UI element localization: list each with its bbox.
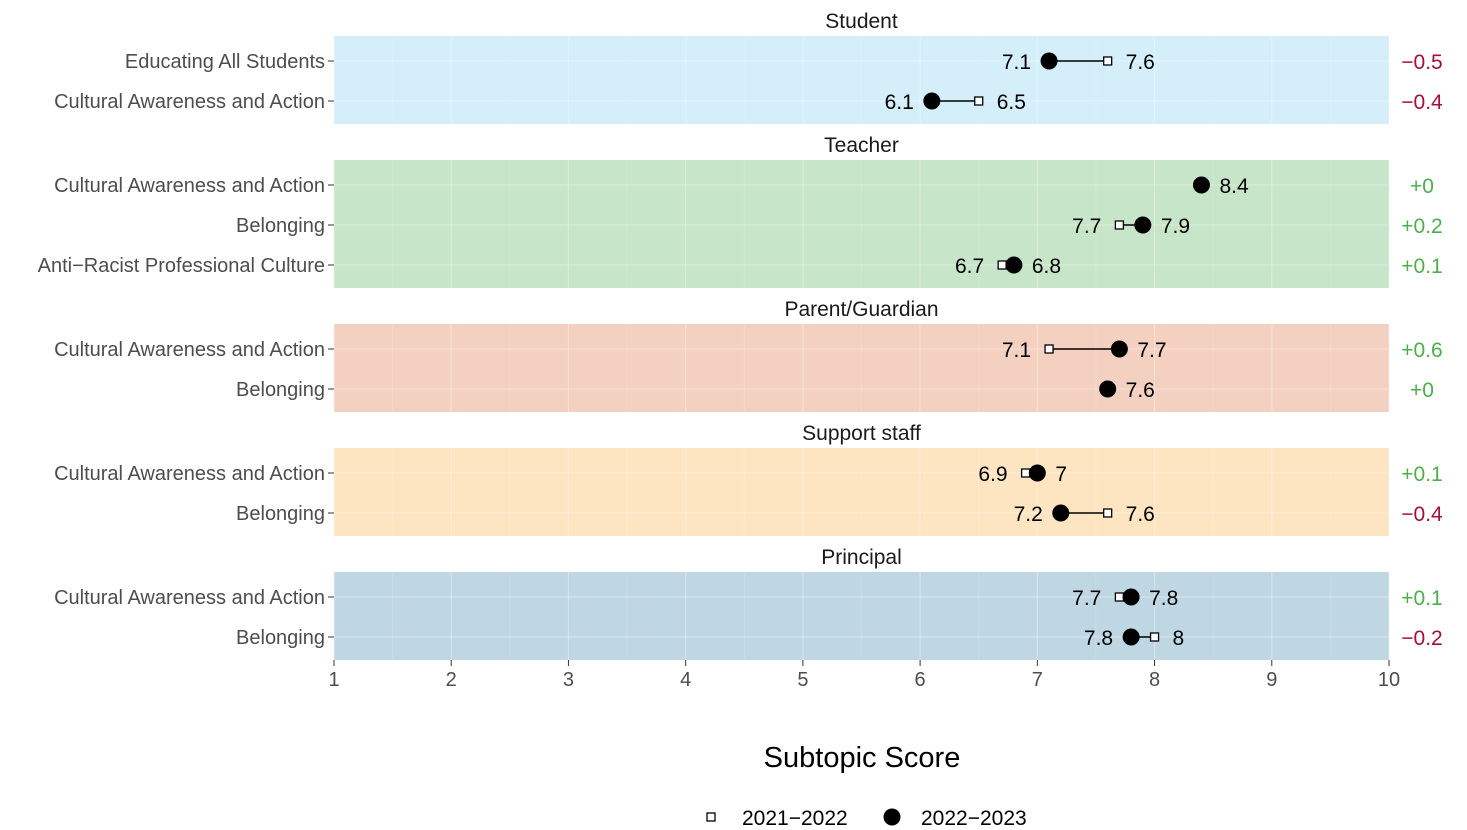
- panel-support-staff: Support staff Cultural Awareness and Acti…: [54, 422, 1443, 536]
- change-label: +0.2: [1401, 215, 1442, 238]
- marker-2022-2023: [1040, 52, 1058, 70]
- value-label-2022-2023: 7: [1055, 463, 1067, 486]
- legend-label-2021-2022: 2021−2022: [742, 807, 848, 830]
- marker-2021-2022: [1114, 592, 1125, 602]
- change-label: +0.1: [1401, 255, 1442, 278]
- panel-title: Principal: [821, 546, 902, 569]
- value-label-2022-2023: 7.8: [1084, 627, 1113, 650]
- row-label: Cultural Awareness and Action: [54, 339, 325, 361]
- x-tick-label: 8: [1149, 669, 1160, 691]
- marker-2022-2023: [923, 92, 941, 110]
- change-label: −0.5: [1401, 51, 1442, 74]
- value-label-2021-2022: 7.7: [1072, 587, 1101, 610]
- panel-student: Student Educating All Students 7.1 7.6 −0.5 C…: [54, 10, 1443, 124]
- x-tick-label: 3: [563, 669, 574, 691]
- value-label-2021-2022: 7.6: [1126, 51, 1155, 74]
- panels-layer: Student Educating All Students 7.1 7.6 −0.5 C…: [38, 10, 1443, 660]
- row-label: Cultural Awareness and Action: [54, 91, 325, 113]
- marker-2022-2023: [1099, 380, 1117, 398]
- panel-principal: Principal Cultural Awareness and Action 7.…: [54, 546, 1443, 660]
- panel-title: Teacher: [824, 134, 899, 157]
- marker-2021-2022: [1103, 56, 1113, 66]
- marker-2021-2022: [997, 260, 1007, 270]
- marker-2022-2023: [1122, 588, 1140, 606]
- panel-title: Student: [825, 10, 898, 33]
- marker-2022-2023: [1192, 176, 1210, 194]
- change-label: +0.1: [1401, 463, 1442, 486]
- panel-background: [334, 160, 1389, 288]
- value-label-2022-2023: 8.4: [1219, 175, 1249, 198]
- row-label: Cultural Awareness and Action: [54, 587, 325, 609]
- panel-background: [334, 324, 1389, 412]
- panel-background: [334, 36, 1389, 124]
- change-label: +0.1: [1401, 587, 1442, 610]
- value-label-2022-2023: 7.6: [1126, 379, 1155, 402]
- row-label: Belonging: [236, 379, 325, 401]
- marker-2022-2023: [1110, 340, 1128, 358]
- value-label-2022-2023: 7.9: [1161, 215, 1190, 238]
- x-tick-label: 10: [1378, 669, 1400, 691]
- value-label-2022-2023: 7.1: [1002, 51, 1031, 74]
- value-label-2022-2023: 6.8: [1032, 255, 1061, 278]
- value-label-2021-2022: 7.7: [1072, 215, 1101, 238]
- x-tick-label: 6: [915, 669, 926, 691]
- change-label: +0: [1410, 379, 1434, 402]
- x-tick-label: 1: [328, 669, 339, 691]
- x-axis-title: Subtopic Score: [764, 742, 961, 774]
- panel-background: [334, 448, 1389, 536]
- value-label-2022-2023: 7.7: [1137, 339, 1166, 362]
- panel-background: [334, 572, 1389, 660]
- value-label-2021-2022: 7.6: [1126, 503, 1155, 526]
- marker-2021-2022: [1114, 220, 1125, 230]
- row-label: Cultural Awareness and Action: [54, 175, 325, 197]
- row-label: Anti−Racist Professional Culture: [38, 255, 325, 277]
- change-label: −0.4: [1401, 91, 1443, 114]
- panel-title: Parent/Guardian: [784, 298, 938, 321]
- panel-parent-guardian: Parent/Guardian Cultural Awareness and Ac…: [54, 298, 1443, 412]
- marker-2021-2022: [1103, 508, 1113, 518]
- legend-circle-icon: [883, 808, 901, 826]
- marker-2022-2023: [1122, 628, 1140, 646]
- change-label: +0: [1410, 175, 1434, 198]
- row-label: Belonging: [236, 503, 325, 525]
- row-label: Belonging: [236, 627, 325, 649]
- marker-2022-2023: [1005, 256, 1023, 274]
- value-label-2022-2023: 7.8: [1149, 587, 1178, 610]
- x-tick-label: 2: [446, 669, 457, 691]
- marker-2021-2022: [1044, 344, 1054, 354]
- row-label: Cultural Awareness and Action: [54, 463, 325, 485]
- change-label: −0.2: [1401, 627, 1442, 650]
- panel-teacher: Teacher Cultural Awareness and Action 8.4 +…: [38, 134, 1443, 288]
- legend-square-icon: [706, 812, 716, 822]
- marker-2021-2022: [1149, 632, 1160, 642]
- legend-label-2022-2023: 2022−2023: [921, 807, 1027, 830]
- x-tick-label: 7: [1032, 669, 1043, 691]
- x-tick-label: 5: [797, 669, 808, 691]
- value-label-2021-2022: 8: [1173, 627, 1185, 650]
- marker-2022-2023: [1134, 216, 1152, 234]
- value-label-2021-2022: 6.9: [978, 463, 1007, 486]
- row-label: Educating All Students: [125, 51, 325, 73]
- marker-2021-2022: [1020, 468, 1031, 478]
- x-axis: 1 2 3 4 5 6 7 8 9 10: [328, 660, 1400, 691]
- legend: 2021−2022 2022−2023: [706, 807, 1027, 830]
- panel-title: Support staff: [802, 422, 921, 445]
- value-label-2021-2022: 6.5: [997, 91, 1026, 114]
- change-label: +0.6: [1401, 339, 1442, 362]
- x-tick-label: 9: [1266, 669, 1277, 691]
- x-tick-label: 4: [680, 669, 691, 691]
- value-label-2022-2023: 7.2: [1014, 503, 1043, 526]
- row-label: Belonging: [236, 215, 325, 237]
- value-label-2021-2022: 7.1: [1002, 339, 1031, 362]
- value-label-2021-2022: 6.7: [955, 255, 984, 278]
- marker-2021-2022: [974, 96, 984, 106]
- change-label: −0.4: [1401, 503, 1443, 526]
- marker-2022-2023: [1028, 464, 1046, 482]
- marker-2022-2023: [1052, 504, 1070, 522]
- value-label-2022-2023: 6.1: [885, 91, 914, 114]
